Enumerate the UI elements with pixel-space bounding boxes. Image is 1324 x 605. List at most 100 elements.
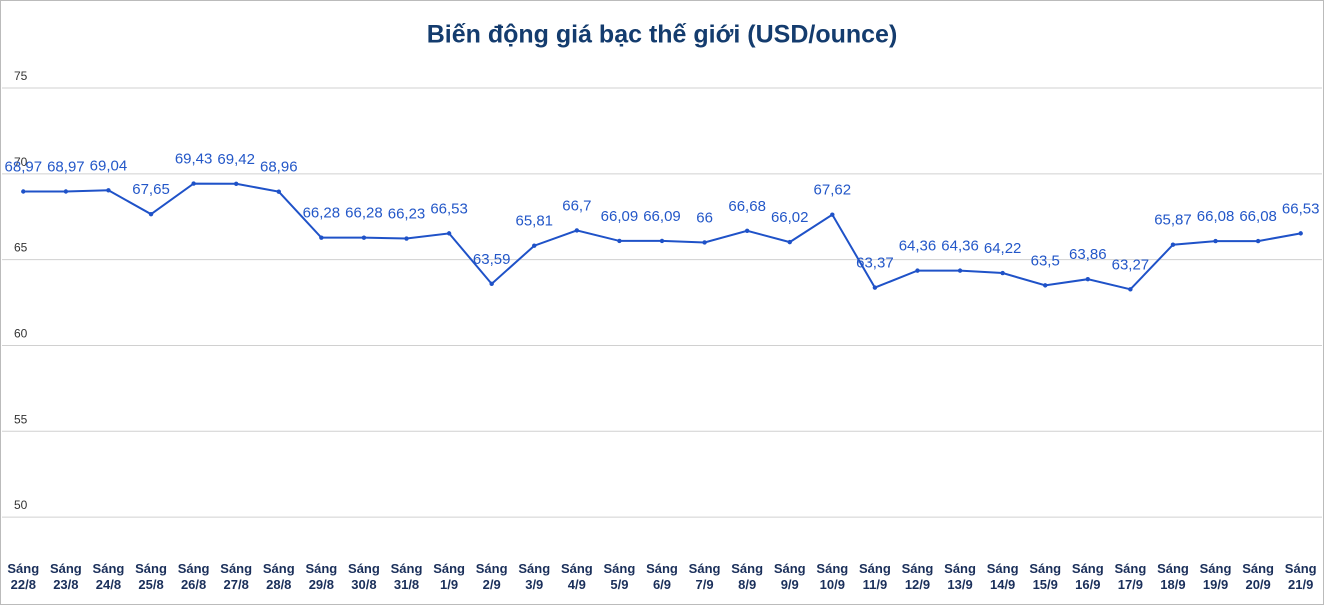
x-tick-label-line: Sáng bbox=[902, 561, 934, 576]
y-tick-label: 75 bbox=[14, 69, 28, 83]
data-point bbox=[191, 181, 196, 186]
x-tick-label-line: Sáng bbox=[944, 561, 976, 576]
x-tick-label-line: Sáng bbox=[561, 561, 593, 576]
x-tick-label-line: 6/9 bbox=[653, 577, 671, 592]
x-tick-label: Sáng 16/9 bbox=[1072, 561, 1104, 592]
x-tick-label-line: Sáng bbox=[859, 561, 891, 576]
x-tick-label-line: 7/9 bbox=[696, 577, 714, 592]
data-point bbox=[1298, 231, 1303, 236]
value-label: 66 bbox=[696, 209, 713, 226]
x-tick-label: Sáng 28/8 bbox=[263, 561, 295, 592]
x-tick-label: Sáng 8/9 bbox=[731, 561, 763, 592]
x-tick-label-line: 31/8 bbox=[394, 577, 419, 592]
x-tick-label-line: Sáng bbox=[689, 561, 721, 576]
value-label: 66,68 bbox=[728, 198, 766, 215]
x-tick-label-line: Sáng bbox=[220, 561, 252, 576]
x-tick-label-line: Sáng bbox=[646, 561, 678, 576]
x-tick-label: Sáng 29/8 bbox=[305, 561, 337, 592]
x-tick-label-line: 10/9 bbox=[820, 577, 845, 592]
x-tick-label: Sáng 24/8 bbox=[93, 561, 125, 592]
x-tick-label-line: Sáng bbox=[518, 561, 550, 576]
x-tick-label-line: Sáng bbox=[178, 561, 210, 576]
x-tick-label: Sáng 25/8 bbox=[135, 561, 167, 592]
x-tick-label-line: Sáng bbox=[1157, 561, 1189, 576]
x-tick-label-line: 22/8 bbox=[11, 577, 36, 592]
x-tick-label: Sáng 23/8 bbox=[50, 561, 82, 592]
y-tick-label: 65 bbox=[14, 241, 28, 255]
x-tick-label-line: 27/8 bbox=[224, 577, 249, 592]
x-tick-label: Sáng 13/9 bbox=[944, 561, 976, 592]
chart-title: Biến động giá bạc thế giới (USD/ounce) bbox=[427, 21, 898, 49]
x-tick-label-line: 8/9 bbox=[738, 577, 756, 592]
x-tick-label-line: 17/9 bbox=[1118, 577, 1143, 592]
value-label: 66,53 bbox=[1282, 200, 1320, 217]
x-tick-label-line: Sáng bbox=[604, 561, 636, 576]
data-point bbox=[915, 268, 920, 273]
data-point bbox=[532, 243, 537, 248]
value-label: 66,09 bbox=[601, 208, 639, 225]
x-tick-label: Sáng 6/9 bbox=[646, 561, 678, 592]
value-label: 66,7 bbox=[562, 197, 591, 214]
value-label: 66,02 bbox=[771, 209, 809, 226]
x-tick-label-line: 25/8 bbox=[138, 577, 163, 592]
data-point bbox=[1213, 238, 1218, 244]
x-tick-label-line: 19/9 bbox=[1203, 577, 1228, 592]
value-label: 63,27 bbox=[1112, 256, 1150, 273]
x-tick-label-line: 5/9 bbox=[610, 577, 628, 592]
x-tick-label-line: 28/8 bbox=[266, 577, 291, 592]
x-tick-label-line: Sáng bbox=[1200, 561, 1232, 576]
x-tick-label-line: Sáng bbox=[305, 561, 337, 576]
x-tick-label: Sáng 19/9 bbox=[1200, 561, 1232, 592]
x-tick-label-line: 14/9 bbox=[990, 577, 1015, 592]
x-tick-label: Sáng 11/9 bbox=[859, 561, 891, 592]
x-tick-label-line: Sáng bbox=[135, 561, 167, 576]
x-tick-label-line: Sáng bbox=[1242, 561, 1274, 576]
x-tick-label-line: Sáng bbox=[93, 561, 125, 576]
x-tick-label-line: 20/9 bbox=[1245, 577, 1270, 592]
value-label: 66,09 bbox=[643, 208, 681, 225]
x-tick-label: Sáng 14/9 bbox=[987, 561, 1019, 592]
x-tick-label-line: 11/9 bbox=[863, 577, 888, 592]
x-tick-label: Sáng 4/9 bbox=[561, 561, 593, 592]
x-tick-label-line: 12/9 bbox=[905, 577, 930, 592]
data-point bbox=[1128, 287, 1133, 292]
value-label: 69,43 bbox=[175, 151, 213, 168]
x-tick-label: Sáng 3/9 bbox=[518, 561, 550, 592]
x-tick-label: Sáng 5/9 bbox=[604, 561, 636, 592]
x-tick-label-line: Sáng bbox=[1114, 561, 1146, 576]
x-tick-label-line: Sáng bbox=[391, 561, 423, 576]
x-tick-label-line: 26/8 bbox=[181, 577, 206, 592]
x-tick-label-line: Sáng bbox=[7, 561, 39, 576]
x-tick-label: Sáng 31/8 bbox=[391, 561, 423, 592]
data-point bbox=[233, 181, 239, 186]
x-tick-label: Sáng 27/8 bbox=[220, 561, 252, 592]
data-point bbox=[106, 188, 111, 193]
x-tick-label-line: 23/8 bbox=[53, 577, 78, 592]
y-tick-label: 50 bbox=[14, 498, 28, 512]
x-tick-label-line: 21/9 bbox=[1288, 577, 1313, 592]
data-point bbox=[404, 236, 409, 241]
x-tick-label-line: Sáng bbox=[1029, 561, 1061, 576]
x-tick-label: Sáng 1/9 bbox=[433, 561, 465, 592]
data-point bbox=[1085, 277, 1091, 282]
x-tick-label: Sáng 17/9 bbox=[1114, 561, 1146, 592]
x-tick-label-line: 4/9 bbox=[568, 577, 586, 592]
value-label: 66,28 bbox=[345, 205, 383, 222]
data-point bbox=[702, 240, 707, 245]
data-point bbox=[1255, 238, 1261, 244]
value-label: 63,59 bbox=[473, 251, 511, 268]
value-label: 65,87 bbox=[1154, 212, 1192, 229]
data-point bbox=[787, 239, 792, 245]
x-tick-label: Sáng 22/8 bbox=[7, 561, 39, 592]
data-point bbox=[872, 285, 878, 290]
x-tick-label-line: 15/9 bbox=[1033, 577, 1058, 592]
data-point bbox=[744, 228, 750, 234]
data-point bbox=[361, 235, 367, 240]
value-label: 63,86 bbox=[1069, 246, 1107, 263]
value-label: 66,08 bbox=[1197, 208, 1235, 225]
value-label: 68,97 bbox=[5, 158, 43, 175]
x-tick-label: Sáng 7/9 bbox=[689, 561, 721, 592]
value-label: 66,53 bbox=[430, 200, 468, 217]
x-tick-label-line: 30/8 bbox=[351, 577, 376, 592]
data-point bbox=[574, 228, 580, 233]
